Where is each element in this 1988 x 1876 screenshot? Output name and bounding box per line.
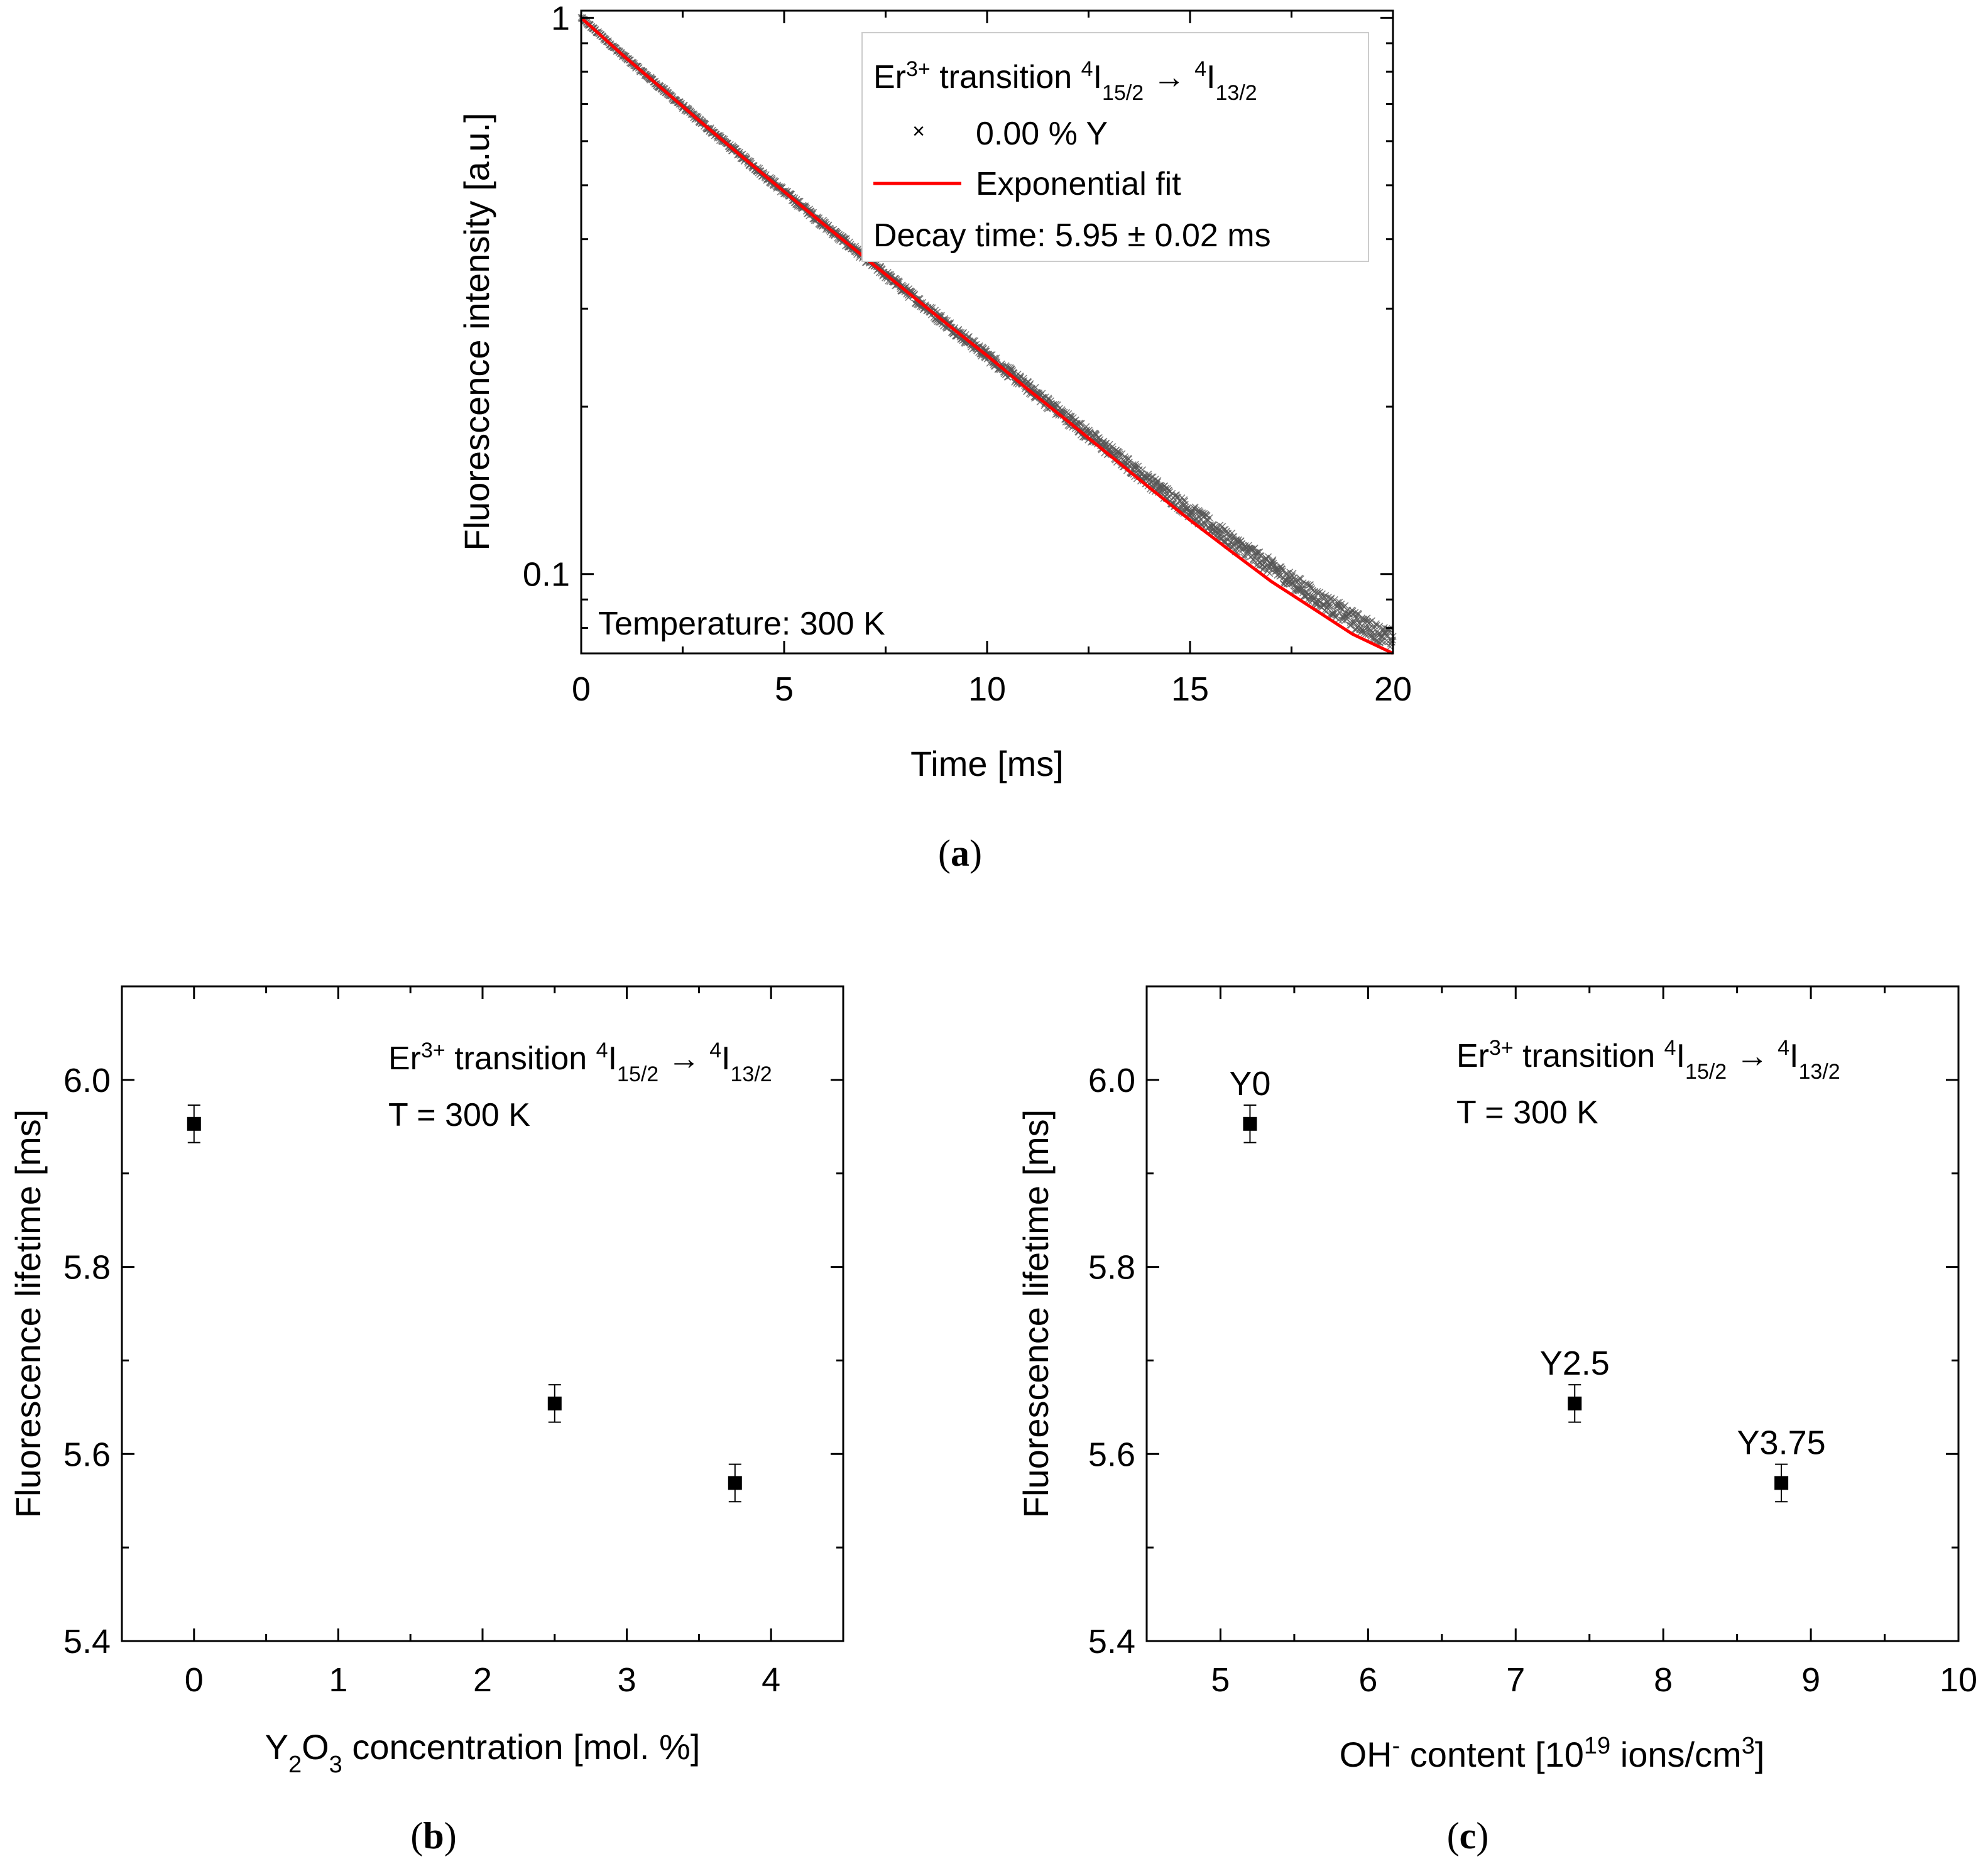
a-data-point (1328, 594, 1335, 602)
a-data-point (1061, 408, 1068, 416)
c-y-tick-label: 5.4 (1088, 1623, 1135, 1661)
b-y-tick-label: 5.6 (63, 1436, 111, 1473)
b-data-point (547, 1384, 562, 1423)
a-data-point (1279, 567, 1286, 575)
a-data-point (1206, 514, 1213, 521)
a-caption: (a) (938, 832, 982, 874)
a-legend-header: Er3+ transition 4I15/2 → 4I13/2 (873, 57, 1257, 105)
a-legend-series-fit: Exponential fit (976, 166, 1181, 202)
panel-b: 0 1 2 3 4 5.4 5.6 5.8 6.0 Er3+ transition 4I15/2… (8, 985, 844, 1857)
a-legend-decay-time: Decay time: 5.95 ± 0.02 ms (873, 217, 1271, 254)
a-data-point (1374, 628, 1381, 635)
b-annotation-transition: Er3+ transition 4I15/2 → 4I13/2 (388, 1039, 772, 1086)
c-caption: (c) (1447, 1815, 1489, 1857)
a-x-axis-label: Time [ms] (910, 744, 1064, 783)
b-caption: (b) (410, 1815, 456, 1857)
a-y-axis-label: Fluorescence intensity [a.u.] (457, 112, 496, 550)
a-data-point (1353, 614, 1360, 621)
a-data-point (1326, 603, 1334, 610)
a-y-tick-label: 0.1 (523, 556, 570, 594)
b-y-axis-label: Fluorescence lifetime [ms] (8, 1110, 48, 1518)
a-data-point (1332, 611, 1340, 619)
c-point-label: Y3.75 (1737, 1424, 1826, 1461)
c-data-point (1568, 1384, 1582, 1423)
a-data-point (1020, 374, 1027, 382)
a-data-point (1341, 602, 1349, 609)
a-data-point (1116, 450, 1123, 458)
c-y-tick-label: 6.0 (1088, 1062, 1135, 1099)
a-exponential-fit-line (580, 16, 1394, 655)
a-data-point (1388, 638, 1396, 646)
b-y-tick-label: 5.4 (63, 1623, 111, 1661)
c-y-tick-label: 5.8 (1088, 1249, 1135, 1287)
b-y-tick-label: 5.8 (63, 1249, 111, 1287)
b-x-tick-label: 1 (329, 1661, 347, 1699)
c-x-tick-label: 9 (1801, 1661, 1820, 1699)
c-x-axis-label: OH- content [1019 ions/cm3] (1340, 1733, 1765, 1774)
a-data-point (1027, 380, 1034, 388)
a-x-tick-label: 0 (572, 670, 591, 708)
a-data-point (1086, 428, 1094, 435)
a-annotation: Temperature: 300 K (598, 606, 885, 642)
b-x-tick-label: 3 (618, 1661, 636, 1699)
b-x-tick-label: 0 (185, 1661, 204, 1699)
c-annotation-transition: Er3+ transition 4I15/2 → 4I13/2 (1456, 1036, 1840, 1084)
b-scatter-points (187, 1104, 742, 1503)
a-data-point (1216, 521, 1224, 529)
b-annotation-temperature: T = 300 K (388, 1097, 530, 1133)
a-data-point (1257, 552, 1264, 560)
c-data-point (1243, 1104, 1257, 1143)
b-y-tick-label: 6.0 (63, 1062, 111, 1099)
c-x-tick-label: 5 (1211, 1661, 1230, 1699)
a-data-point (1121, 453, 1128, 461)
a-data-point (1270, 559, 1277, 567)
a-data-point (1314, 587, 1321, 596)
a-data-point (1077, 420, 1084, 427)
a-x-tick-label: 5 (775, 670, 794, 708)
b-data-point (187, 1104, 201, 1143)
a-x-tick-label: 20 (1374, 670, 1412, 708)
c-x-tick-label: 6 (1358, 1661, 1377, 1699)
panel-c: Y0 Y2.5 Y3.75 5 6 7 8 9 10 5.4 5.6 5.8 6.0 Er3+ tra… (1016, 985, 1977, 1857)
c-ticks: 5 6 7 8 9 10 5.4 5.6 5.8 6.0 (1088, 986, 1977, 1699)
b-x-tick-label: 2 (473, 1661, 492, 1699)
b-x-tick-label: 4 (762, 1661, 780, 1699)
a-legend-series-data: 0.00 % Y (976, 116, 1108, 152)
a-legend-box (861, 32, 1369, 262)
c-y-tick-label: 5.6 (1088, 1436, 1135, 1473)
panel-a: 0 5 10 15 20 0.1 1 Er3+ transition 4I15/2 → 4I… (457, 0, 1412, 874)
a-data-point (1319, 601, 1326, 608)
c-point-label: Y2.5 (1540, 1344, 1610, 1382)
c-x-tick-label: 10 (1940, 1661, 1977, 1699)
a-data-point (1376, 623, 1384, 630)
a-data-point (1277, 563, 1285, 570)
c-annotation-temperature: T = 300 K (1456, 1094, 1598, 1131)
c-x-tick-label: 7 (1506, 1661, 1525, 1699)
a-data-point (1139, 466, 1147, 474)
c-plot-frame (1145, 985, 1960, 1642)
a-x-tick-label: 10 (968, 670, 1006, 708)
c-data-point (1774, 1463, 1789, 1503)
a-data-point (1306, 581, 1314, 589)
a-data-point (1330, 608, 1338, 616)
a-data-point (1148, 473, 1155, 481)
b-x-axis-label: Y2O3 concentration [mol. %] (265, 1727, 701, 1778)
c-scatter-points: Y0 Y2.5 Y3.75 (1229, 1065, 1826, 1503)
a-data-point (1286, 580, 1294, 587)
a-ticks: 0 5 10 15 20 0.1 1 (523, 0, 1412, 708)
b-data-point (728, 1463, 742, 1503)
c-y-axis-label: Fluorescence lifetime [ms] (1016, 1110, 1056, 1518)
a-data-point (1362, 631, 1369, 638)
c-x-tick-label: 8 (1654, 1661, 1673, 1699)
b-ticks: 0 1 2 3 4 5.4 5.6 5.8 6.0 (63, 986, 843, 1699)
a-y-tick-label: 1 (551, 0, 570, 37)
a-data-point (1372, 620, 1380, 628)
a-data-point (1291, 574, 1298, 582)
a-data-point (1078, 420, 1085, 427)
a-data-point (1154, 477, 1162, 484)
a-legend-marker-icon: × (912, 119, 925, 143)
a-x-tick-label: 15 (1171, 670, 1209, 708)
c-point-label: Y0 (1229, 1065, 1270, 1103)
